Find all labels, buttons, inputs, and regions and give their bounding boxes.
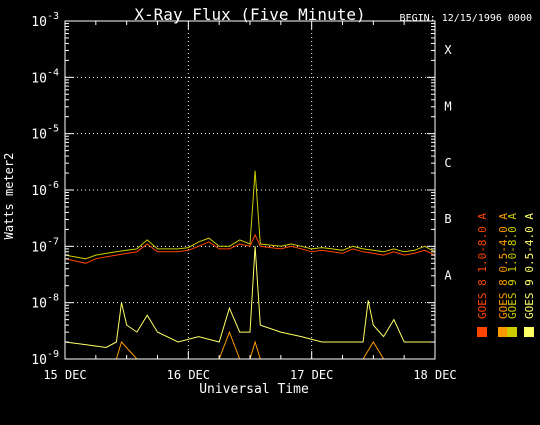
begin-label: BEGIN: 12/15/1996 0000 <box>400 13 532 24</box>
legend-swatch <box>507 327 517 337</box>
x-tick-label: 17 DEC <box>290 368 333 382</box>
x-tick-label: 16 DEC <box>167 368 210 382</box>
y-tick-label: 10-8 <box>31 293 59 312</box>
chart-title: X-Ray Flux (Five Minute) <box>134 5 365 24</box>
flare-class-label: C <box>444 156 451 170</box>
y-tick-label: 10-6 <box>31 180 59 199</box>
flare-class-label: X <box>444 43 452 57</box>
legend-swatch <box>477 327 487 337</box>
series-line-4 <box>64 246 435 349</box>
legend-label: GOES 9 0.5-4.0 A <box>523 213 536 319</box>
legend-label: GOES 9 1.0-8.0 A <box>506 213 519 319</box>
x-tick-label: 15 DEC <box>43 368 86 382</box>
legend-swatch <box>498 327 508 337</box>
y-tick-label: 10-7 <box>31 236 59 255</box>
flare-class-label: M <box>444 100 451 114</box>
legend-label: GOES 8 0.5-4.0 A <box>497 213 510 319</box>
legend-swatch <box>524 327 534 337</box>
series-line-1 <box>64 233 436 264</box>
y-tick-label: 10-4 <box>31 67 59 86</box>
x-axis-label: Universal Time <box>199 382 309 397</box>
y-axis-label: Watts meter2 <box>2 153 16 240</box>
flare-class-label: A <box>444 269 452 283</box>
series-line-3 <box>64 170 436 260</box>
x-tick-label: 18 DEC <box>413 368 456 382</box>
y-tick-label: 10-9 <box>31 349 59 368</box>
legend-label: GOES 8 1.0-8.0 A <box>476 213 489 319</box>
flare-class-label: B <box>444 212 451 226</box>
series-line-2 <box>65 330 435 360</box>
plot-area: 10-9 10-8 10-7 10-6 10-5 10-4 10-3 15 DEC 16 DEC… <box>31 11 536 382</box>
y-tick-label: 10-3 <box>31 11 59 30</box>
y-tick-label: 10-5 <box>31 124 59 143</box>
